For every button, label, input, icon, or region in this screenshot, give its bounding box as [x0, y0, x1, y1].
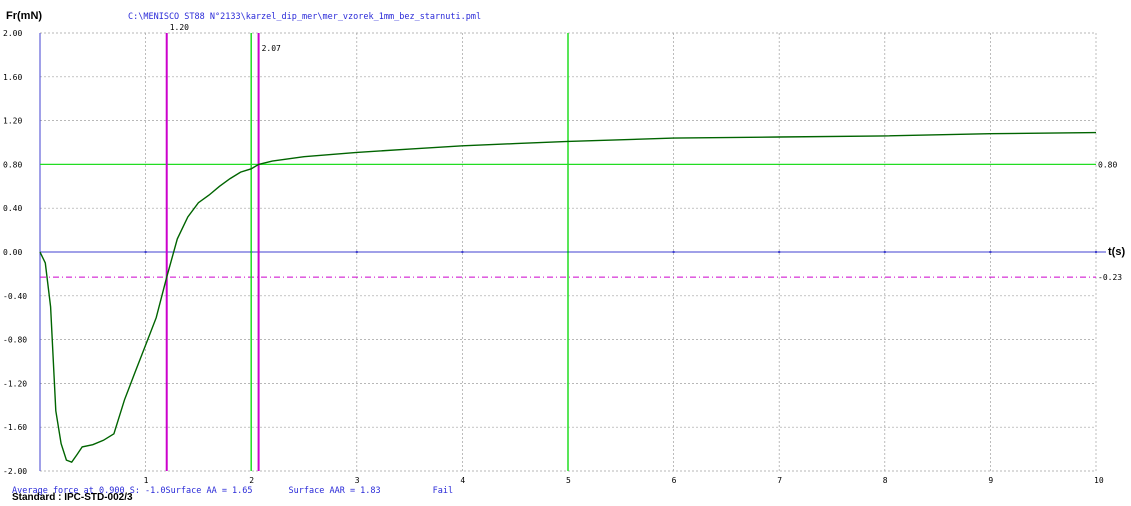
surface-aa-label: Surface AA = 1.65	[165, 486, 253, 496]
footer-stats: Average force at 0.900 S: -1.0Surface AA…	[12, 486, 453, 496]
marker-label-magenta: 1.20	[170, 23, 189, 32]
x-axis-title: t(s)	[1108, 246, 1126, 258]
x-tick-label: 7	[777, 476, 782, 485]
x-axis-tick-dot	[461, 251, 464, 253]
result-label: Fail	[432, 486, 454, 496]
x-axis-tick-dot	[989, 251, 992, 253]
x-axis-tick-dot	[672, 251, 675, 253]
x-axis-tick-dot	[355, 251, 358, 253]
x-axis-tick-dot	[1095, 251, 1097, 253]
x-tick-label: 2	[249, 476, 254, 485]
y-tick-label: -1.60	[3, 423, 27, 432]
standard-label: Standard : IPC-STD-002/3	[12, 492, 133, 503]
y-axis-title: Fr(mN)	[6, 10, 43, 22]
reference-label-magenta: -0.23	[1098, 273, 1122, 282]
y-tick-label: -0.40	[3, 292, 27, 301]
x-axis-tick-dot	[883, 251, 886, 253]
y-tick-label: 1.20	[3, 117, 22, 126]
x-tick-label: 6	[672, 476, 677, 485]
x-tick-label: 3	[355, 476, 360, 485]
x-tick-label: 10	[1094, 476, 1104, 485]
average-force-label: Average force at 0.900 S: -1.0	[12, 486, 166, 496]
threshold-label-green: 0.80	[1098, 160, 1117, 169]
surface-aar-label: Surface AAR = 1.83	[288, 486, 381, 496]
y-tick-label: 0.80	[3, 160, 22, 169]
x-axis-tick-dot	[778, 251, 781, 253]
x-tick-label: 4	[460, 476, 465, 485]
y-tick-label: -1.20	[3, 379, 27, 388]
y-tick-label: 0.00	[3, 248, 22, 257]
y-tick-label: 1.60	[3, 73, 22, 82]
x-axis-tick-dot	[144, 251, 147, 253]
x-tick-label: 9	[988, 476, 993, 485]
force-curve	[39, 131, 1097, 464]
y-tick-label: 0.40	[3, 204, 22, 213]
y-tick-label: 2.00	[3, 29, 22, 38]
file-path-label: C:\MENISCO ST88 N°2133\karzel_dip_mer\me…	[128, 12, 482, 22]
y-tick-label: -2.00	[3, 467, 27, 476]
x-tick-label: 1	[144, 476, 149, 485]
x-tick-label: 5	[566, 476, 571, 485]
x-tick-label: 8	[883, 476, 888, 485]
marker-label-magenta: 2.07	[262, 44, 281, 53]
y-tick-label: -0.80	[3, 336, 27, 345]
